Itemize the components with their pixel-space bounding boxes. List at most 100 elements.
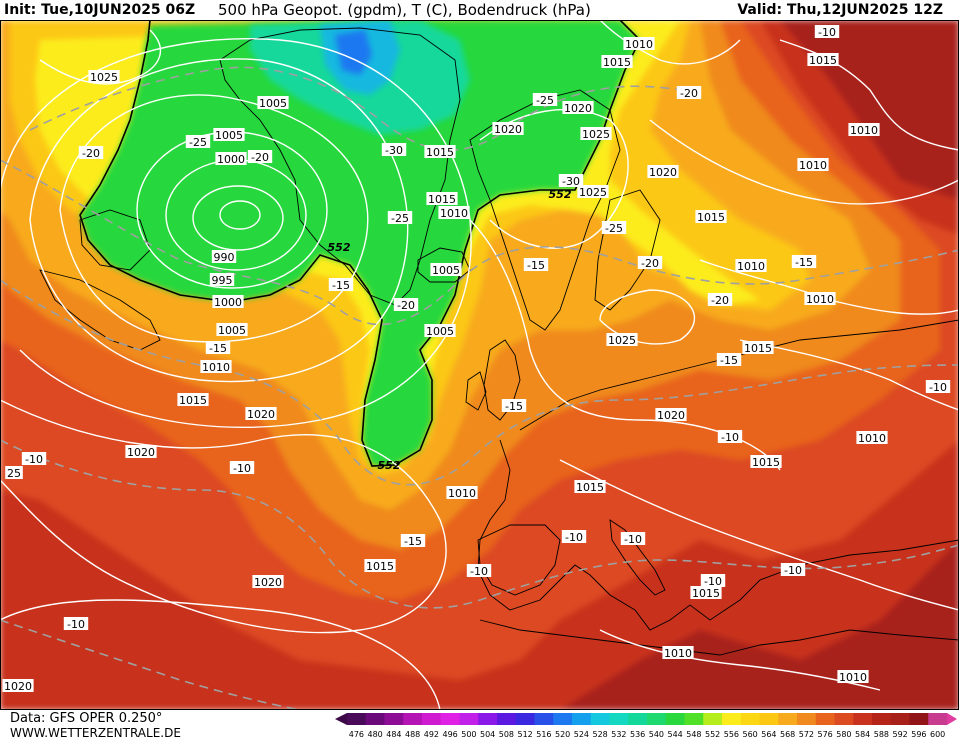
pressure-label-text: 1020 (247, 408, 275, 421)
colorbar-swatch (572, 713, 592, 725)
temperature-label: -30 (558, 174, 584, 188)
pressure-label-text: 1015 (426, 146, 454, 159)
pressure-label: 1010 (623, 37, 655, 51)
colorbar-tick-label: 596 (911, 730, 926, 739)
pressure-label: 1005 (257, 96, 289, 110)
pressure-label-text: 1015 (809, 54, 837, 67)
colorbar-tick-label: 512 (517, 730, 532, 739)
pressure-label-text: 1025 (608, 334, 636, 347)
pressure-label-text: 1020 (127, 446, 155, 459)
pressure-label-text: 1015 (603, 56, 631, 69)
pressure-label-text: 995 (212, 274, 233, 287)
temperature-label: -15 (716, 353, 742, 367)
pressure-label-text: 1000 (214, 296, 242, 309)
pressure-label: 1005 (424, 324, 456, 338)
temperature-label: -20 (247, 150, 273, 164)
baffin-coast (79, 209, 151, 271)
colorbar-tick-label: 496 (442, 730, 457, 739)
geopotential-labels: 552 552 552 (328, 188, 572, 472)
colorbar-swatch (872, 713, 892, 725)
temperature-label: -15 (501, 399, 527, 413)
pressure-label-text: 1020 (649, 166, 677, 179)
temperature-label-text: -25 (536, 94, 554, 107)
isotherm-minus-10-sw (0, 619, 301, 710)
map-footer: Data: GFS OPER 0.250° WWW.WETTERZENTRALE… (0, 710, 959, 741)
geopotential-552-line (79, 20, 641, 467)
colorbar-tick-label: 576 (817, 730, 832, 739)
site-url[interactable]: WWW.WETTERZENTRALE.DE (10, 726, 181, 740)
init-time: Init: Tue,10JUN2025 06Z (4, 2, 196, 18)
pressure-label-text: 1015 (692, 587, 720, 600)
pressure-label-text: 1010 (448, 487, 476, 500)
pressure-label: 995 (209, 273, 235, 287)
colorbar-arrow-left (335, 713, 347, 725)
pressure-label-text: 1010 (858, 432, 886, 445)
temperature-label: -15 (791, 255, 817, 269)
pressure-label: 1015 (574, 480, 606, 494)
colorbar-swatch (815, 713, 835, 725)
isobar-1015-east (739, 339, 959, 411)
labrador-coast (39, 269, 161, 351)
pressure-label-text: 1015 (752, 456, 780, 469)
temperature-label: -20 (78, 146, 104, 160)
isobar-1015 (0, 38, 472, 428)
map-header: Init: Tue,10JUN2025 06Z 500 hPa Geopot. … (0, 0, 959, 20)
temperature-label: -15 (328, 278, 354, 292)
temperature-label-text: -10 (565, 531, 583, 544)
colorbar-swatch (665, 713, 685, 725)
pressure-label-text: 1005 (432, 264, 460, 277)
pressure-label: 1010 (848, 123, 880, 137)
pressure-label: 1005 (216, 323, 248, 337)
colorbar-swatch (890, 713, 910, 725)
isotherm-minus-15 (0, 279, 959, 486)
temperature-label: -10 (229, 461, 255, 475)
temperature-label-text: -30 (562, 175, 580, 188)
pressure-label: 1015 (690, 586, 722, 600)
colorbar-swatch (403, 713, 423, 725)
temperature-label: -20 (707, 293, 733, 307)
temperature-label: -10 (21, 452, 47, 466)
colorbar-tick-label: 588 (874, 730, 889, 739)
colorbar-tick-label: 540 (649, 730, 664, 739)
colorbar-tick-label: 592 (892, 730, 907, 739)
colorbar-swatch (759, 713, 779, 725)
pressure-label-text: 1015 (366, 560, 394, 573)
pressure-label: 1010 (438, 206, 470, 220)
pressure-label-text: 1005 (259, 97, 287, 110)
pressure-label: 1020 (562, 101, 594, 115)
colorbar-tick-label: 528 (592, 730, 607, 739)
temperature-label: -10 (925, 380, 951, 394)
pressure-label: 990 (211, 250, 237, 264)
pressure-label-text: 1010 (664, 647, 692, 660)
colorbar-tick-label: 480 (367, 730, 382, 739)
colorbar-tick-label: 552 (705, 730, 720, 739)
isobar-low-core (219, 200, 261, 230)
edge-labels: 25 (5, 466, 23, 480)
colorbar-swatch (590, 713, 610, 725)
temperature-label: -20 (637, 256, 663, 270)
colorbar-tick-label: 568 (780, 730, 795, 739)
pressure-label: 1015 (807, 53, 839, 67)
colorbar-tick-label: 508 (499, 730, 514, 739)
colorbar-tick-label: 584 (855, 730, 870, 739)
isobar-990 (192, 185, 284, 251)
iceland-coast (417, 247, 471, 283)
temperature-label-text: -10 (721, 431, 739, 444)
colorbar-tick-label: 532 (611, 730, 626, 739)
pressure-label: 1000 (212, 295, 244, 309)
pressure-label: 1020 (647, 165, 679, 179)
isotherm-minus-10 (0, 439, 959, 609)
temperature-label-text: -15 (720, 354, 738, 367)
pressure-label-text: 1010 (839, 671, 867, 684)
temperature-label: -25 (532, 93, 558, 107)
temperature-label-text: -20 (641, 257, 659, 270)
pressure-label: 1025 (577, 185, 609, 199)
edge-label: 25 (5, 466, 23, 480)
colorbar-swatch (853, 713, 873, 725)
pressure-label: 1025 (88, 70, 120, 84)
pressure-label-text: 1010 (850, 124, 878, 137)
pressure-label: 1015 (364, 559, 396, 573)
temperature-label-text: -25 (189, 136, 207, 149)
colorbar-tick-label: 564 (761, 730, 776, 739)
